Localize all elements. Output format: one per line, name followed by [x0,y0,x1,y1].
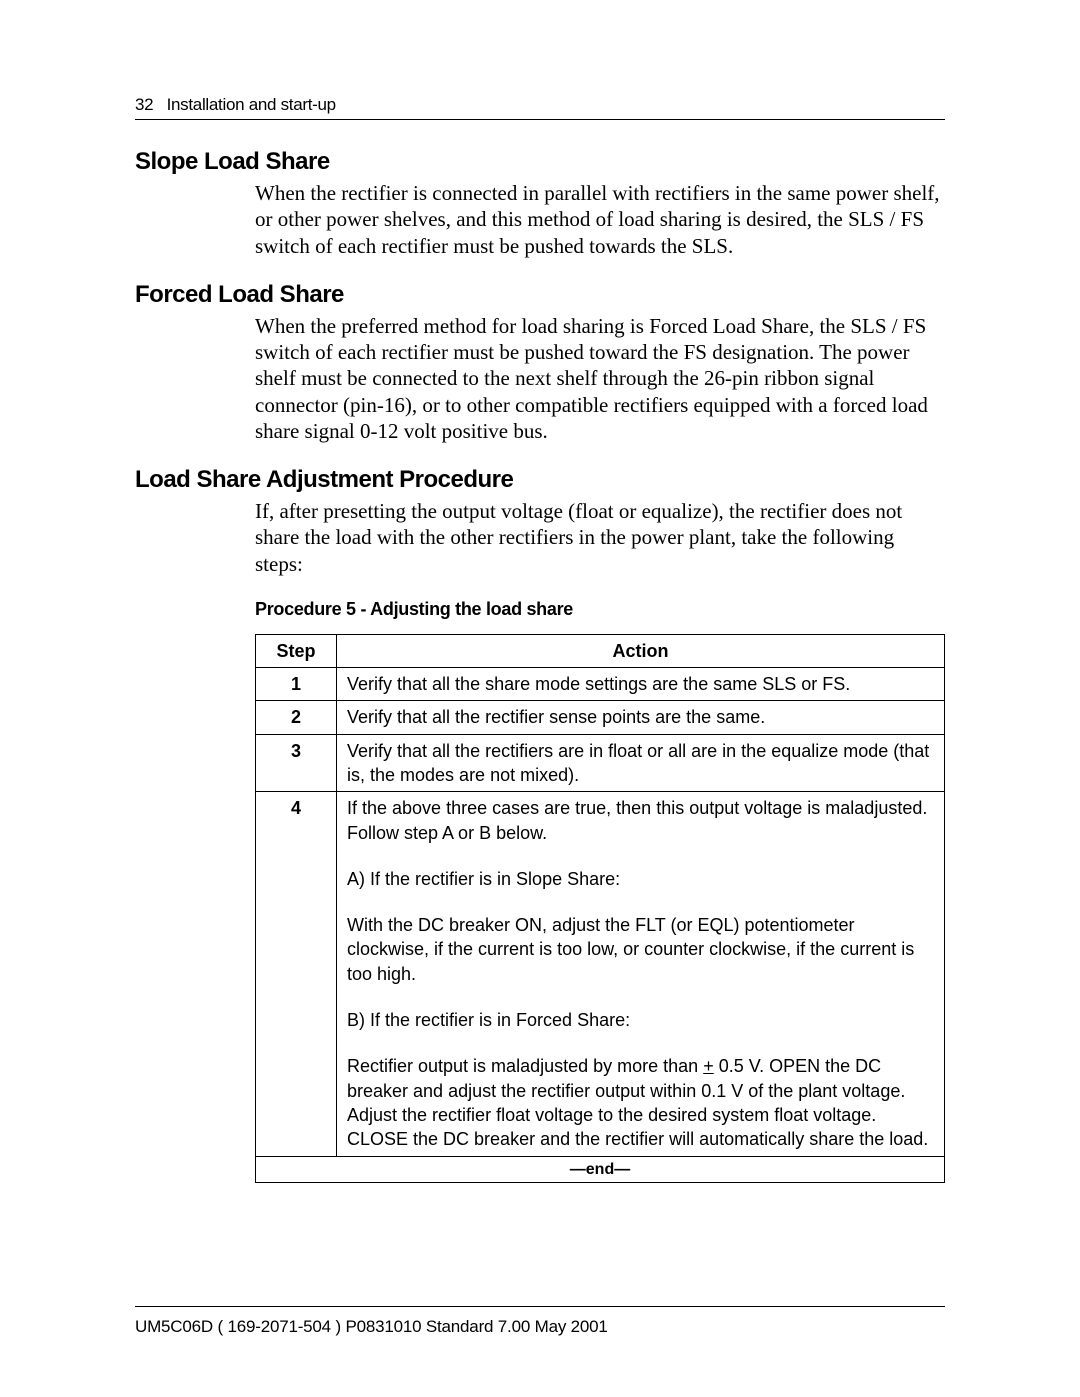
action-line: With the DC breaker ON, adjust the FLT (… [347,913,934,986]
col-action: Action [337,634,945,667]
action-cell: Verify that all the rectifiers are in fl… [337,734,945,792]
step-cell: 3 [256,734,337,792]
action-line: B) If the rectifier is in Forced Share: [347,1008,934,1032]
table-row: 1 Verify that all the share mode setting… [256,668,945,701]
table-header-row: Step Action [256,634,945,667]
footer-rule [135,1306,945,1307]
action-cell: Verify that all the share mode settings … [337,668,945,701]
procedure-title: Procedure 5 - Adjusting the load share [255,599,945,620]
table-row: 2 Verify that all the rectifier sense po… [256,701,945,734]
action-line: Rectifier output is maladjusted by more … [347,1054,934,1151]
page-number: 32 [135,95,153,114]
page: 32 Installation and start-up Slope Load … [0,0,1080,1397]
action-line: Follow step A or B below. [347,821,934,845]
heading-load-share-adjustment: Load Share Adjustment Procedure [135,466,945,494]
action-line: A) If the rectifier is in Slope Share: [347,867,934,891]
step-cell: 4 [256,792,337,1156]
footer-text: UM5C06D ( 169-2071-504 ) P0831010 Standa… [135,1317,945,1337]
step-cell: 1 [256,668,337,701]
end-label: —end— [256,1156,945,1183]
chapter-title: Installation and start-up [167,95,336,114]
table-end-row: —end— [256,1156,945,1183]
heading-slope-load-share: Slope Load Share [135,148,945,176]
plus-minus: + [703,1056,714,1076]
action-cell: If the above three cases are true, then … [337,792,945,1156]
action-cell: Verify that all the rectifier sense poin… [337,701,945,734]
col-step: Step [256,634,337,667]
table-row: 3 Verify that all the rectifiers are in … [256,734,945,792]
header-rule [135,119,945,120]
heading-forced-load-share: Forced Load Share [135,281,945,309]
running-header: 32 Installation and start-up [135,95,945,115]
table-row: 4 If the above three cases are true, the… [256,792,945,1156]
action-line: If the above three cases are true, then … [347,796,934,820]
para-forced-load-share: When the preferred method for load shari… [255,313,945,444]
para-load-share-adjustment: If, after presetting the output voltage … [255,498,945,577]
procedure-table: Step Action 1 Verify that all the share … [255,634,945,1183]
footer: UM5C06D ( 169-2071-504 ) P0831010 Standa… [135,1306,945,1337]
para-slope-load-share: When the rectifier is connected in paral… [255,180,945,259]
step-cell: 2 [256,701,337,734]
